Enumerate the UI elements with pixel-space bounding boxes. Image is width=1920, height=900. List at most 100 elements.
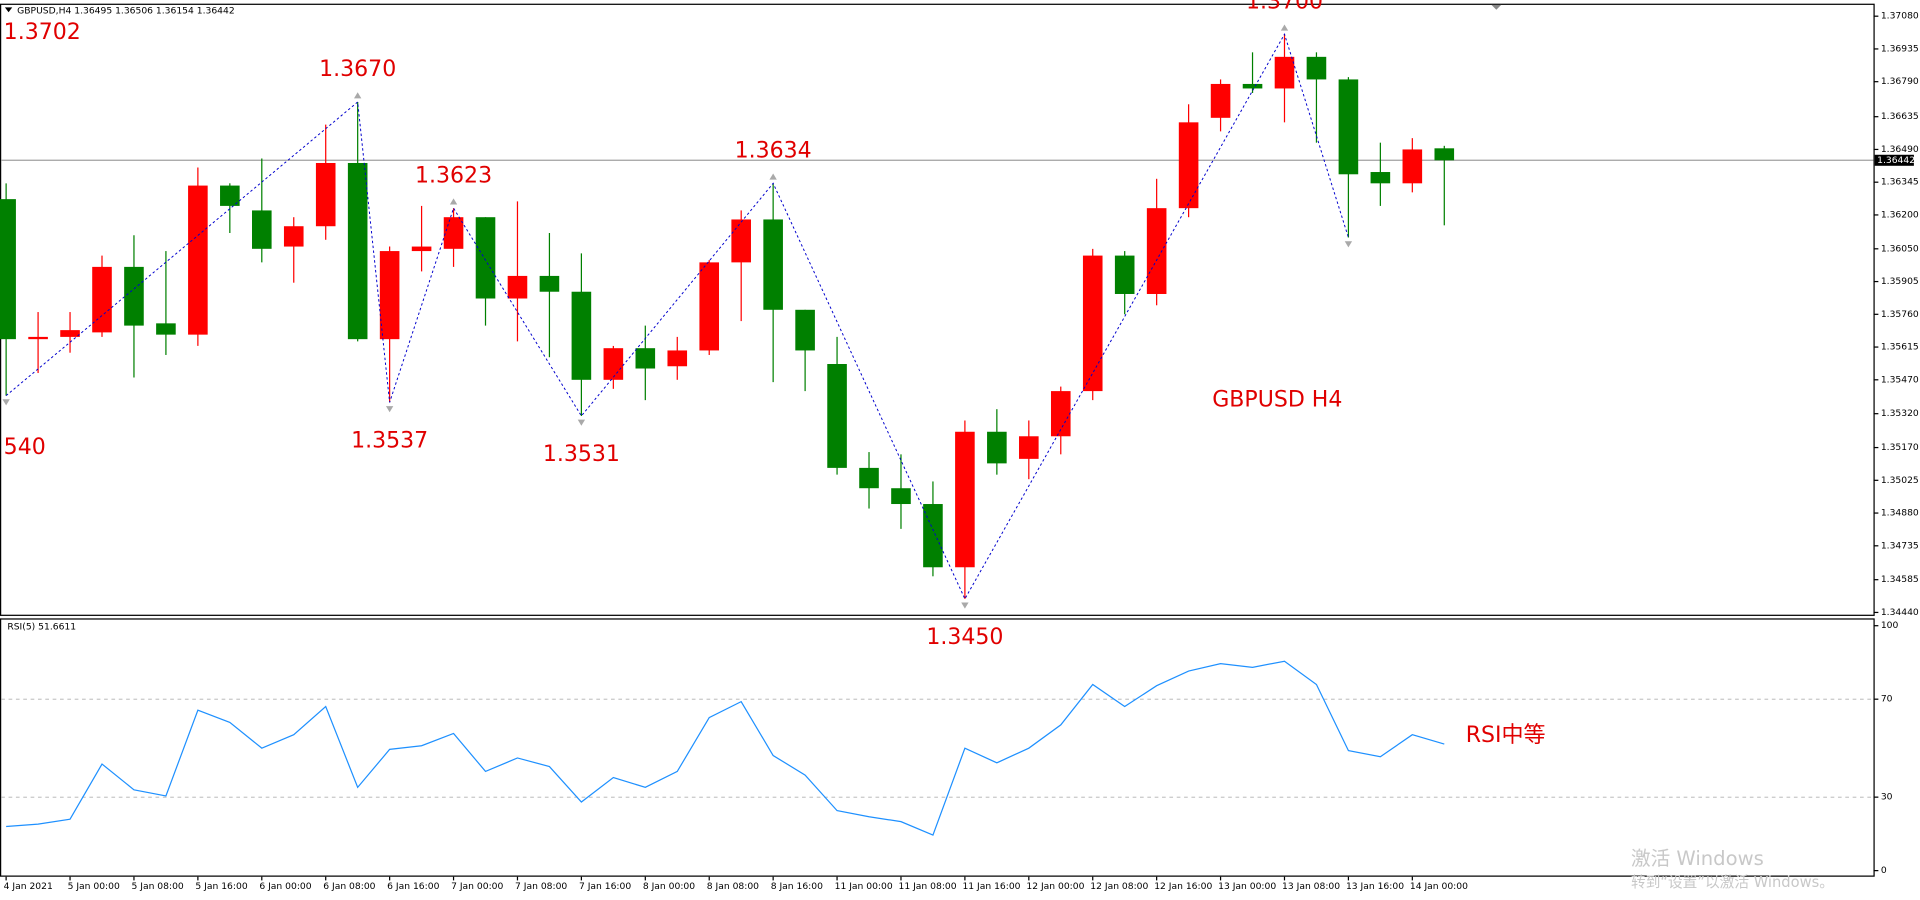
zigzag-label: 1.3450 bbox=[926, 625, 1003, 650]
candle-body bbox=[188, 185, 208, 335]
y-tick-label: 1.36635 bbox=[1881, 111, 1919, 122]
zigzag-arrow bbox=[449, 198, 458, 205]
y-tick-label: 1.35025 bbox=[1881, 475, 1919, 486]
candle-body bbox=[635, 348, 656, 369]
candle-body bbox=[507, 275, 528, 299]
candle-body bbox=[379, 251, 400, 340]
shift-marker bbox=[1491, 4, 1502, 10]
zigzag-arrow bbox=[354, 92, 362, 99]
x-tick-label: 13 Jan 00:00 bbox=[1218, 881, 1276, 892]
rsi-header: RSI(5) 51.6611 bbox=[7, 621, 76, 632]
y-tick-label: 1.35760 bbox=[1881, 309, 1919, 320]
y-tick-label: 30 bbox=[1881, 792, 1893, 803]
zigzag-arrow bbox=[2, 399, 10, 406]
zigzag-arrow bbox=[1344, 241, 1353, 248]
candle-body bbox=[763, 219, 783, 310]
candle-body bbox=[603, 348, 624, 380]
x-tick-label: 11 Jan 16:00 bbox=[962, 881, 1020, 892]
rsi-line bbox=[6, 660, 1445, 836]
candle-body bbox=[156, 323, 176, 335]
annotation: RSI中等 bbox=[1466, 723, 1546, 748]
annotation: 1.3702 bbox=[4, 20, 81, 45]
candle-body bbox=[60, 330, 80, 337]
candle-body bbox=[1082, 255, 1103, 392]
candle-body bbox=[1178, 122, 1199, 209]
zigzag-line bbox=[5, 33, 1349, 600]
y-tick-label: 1.37080 bbox=[1881, 11, 1919, 22]
x-tick-label: 11 Jan 00:00 bbox=[835, 881, 893, 892]
y-tick-label: 1.36490 bbox=[1881, 144, 1919, 155]
x-tick-label: 6 Jan 00:00 bbox=[259, 881, 311, 892]
x-tick-label: 13 Jan 08:00 bbox=[1282, 881, 1340, 892]
x-tick-label: 12 Jan 16:00 bbox=[1154, 881, 1212, 892]
x-tick-label: 5 Jan 16:00 bbox=[195, 881, 247, 892]
candle-body bbox=[731, 219, 751, 263]
candle-body bbox=[1370, 172, 1391, 184]
rsi-frame bbox=[0, 618, 1875, 877]
x-tick-label: 8 Jan 08:00 bbox=[707, 881, 759, 892]
annotation: 540 bbox=[4, 435, 46, 460]
zigzag-arrow bbox=[769, 173, 777, 180]
candle-body bbox=[443, 217, 464, 249]
zigzag-arrow bbox=[577, 419, 586, 426]
candle-body bbox=[220, 185, 240, 206]
candle-body bbox=[252, 210, 272, 249]
y-tick-label: 1.36200 bbox=[1881, 209, 1919, 220]
x-tick-label: 11 Jan 08:00 bbox=[899, 881, 957, 892]
y-tick-label: 1.35905 bbox=[1881, 276, 1919, 287]
x-tick-label: 8 Jan 00:00 bbox=[643, 881, 695, 892]
zigzag-arrow bbox=[961, 602, 969, 609]
candle-body bbox=[699, 262, 720, 351]
candle-body bbox=[891, 488, 911, 505]
candle-body bbox=[1210, 83, 1231, 118]
bid-label: 1.36442 bbox=[1877, 155, 1915, 166]
candle-body bbox=[539, 275, 560, 292]
x-tick-label: 12 Jan 00:00 bbox=[1026, 881, 1084, 892]
x-tick-label: 5 Jan 08:00 bbox=[132, 881, 184, 892]
x-tick-label: 7 Jan 08:00 bbox=[515, 881, 567, 892]
candle-body bbox=[283, 226, 304, 247]
zigzag-arrow bbox=[385, 406, 394, 413]
x-tick-label: 5 Jan 00:00 bbox=[68, 881, 120, 892]
y-tick-label: 1.34440 bbox=[1881, 607, 1919, 618]
zigzag-arrow bbox=[1280, 24, 1289, 31]
candle-body bbox=[28, 336, 48, 340]
candle-body bbox=[571, 291, 592, 380]
candle-body bbox=[1146, 208, 1167, 294]
candle-body bbox=[1306, 56, 1327, 80]
candle-body bbox=[1434, 148, 1455, 161]
candle-body bbox=[827, 364, 847, 468]
y-tick-label: 1.34735 bbox=[1881, 540, 1919, 551]
zigzag-label: 1.3634 bbox=[735, 138, 812, 163]
candle-body bbox=[1338, 79, 1359, 175]
candle-body bbox=[347, 162, 368, 340]
zigzag-label: 1.3537 bbox=[351, 429, 428, 454]
y-tick-label: 1.36050 bbox=[1881, 243, 1919, 254]
zigzag-label: 1.3623 bbox=[415, 163, 492, 188]
watermark: 激活 Windows bbox=[1631, 847, 1764, 870]
y-tick-label: 1.35470 bbox=[1881, 374, 1919, 385]
y-tick-label: 0 bbox=[1881, 865, 1887, 876]
chart-header: GBPUSD,H4 1.36495 1.36506 1.36154 1.3644… bbox=[17, 6, 235, 17]
candle-body bbox=[124, 266, 144, 326]
candle-body bbox=[1402, 149, 1423, 184]
y-tick-label: 1.34880 bbox=[1881, 508, 1919, 519]
watermark: 转到“设置”以激活 Windows。 bbox=[1631, 874, 1834, 891]
zigzag-label: 1.3531 bbox=[543, 442, 620, 467]
x-tick-label: 7 Jan 00:00 bbox=[451, 881, 503, 892]
bid-label-box bbox=[1874, 154, 1914, 166]
candle-body bbox=[411, 246, 432, 252]
y-tick-label: 1.36935 bbox=[1881, 43, 1919, 54]
candle-body bbox=[955, 431, 975, 568]
x-tick-label: 13 Jan 16:00 bbox=[1346, 881, 1404, 892]
annotation: GBPUSD H4 bbox=[1212, 387, 1342, 412]
y-tick-label: 1.36345 bbox=[1881, 177, 1919, 188]
candle-body bbox=[92, 266, 112, 333]
x-tick-label: 6 Jan 08:00 bbox=[323, 881, 375, 892]
y-tick-label: 1.34585 bbox=[1881, 574, 1919, 585]
y-tick-label: 100 bbox=[1881, 620, 1899, 631]
candle-body bbox=[795, 309, 815, 351]
candle-body bbox=[1274, 56, 1295, 89]
candle-body bbox=[475, 217, 496, 299]
